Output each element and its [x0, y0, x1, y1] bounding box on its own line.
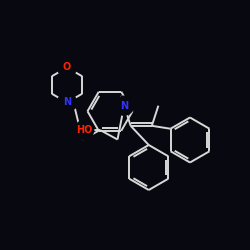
- Circle shape: [115, 96, 134, 115]
- Circle shape: [75, 120, 94, 140]
- Text: HO: HO: [76, 125, 92, 135]
- Text: N: N: [120, 101, 128, 111]
- Circle shape: [58, 58, 76, 77]
- Text: N: N: [63, 98, 71, 108]
- Circle shape: [58, 93, 76, 112]
- Text: O: O: [63, 62, 71, 72]
